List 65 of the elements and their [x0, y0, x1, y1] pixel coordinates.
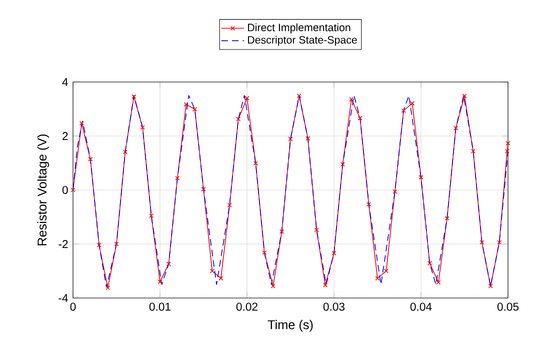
- x-tick-label: 0.01: [149, 302, 170, 311]
- point: [349, 97, 354, 102]
- point: [175, 176, 180, 180]
- point: [227, 202, 232, 208]
- legend-label: Descriptor State-Space: [248, 36, 357, 46]
- point: [296, 93, 302, 98]
- point: [410, 101, 415, 106]
- point: [418, 175, 424, 180]
- point: [201, 186, 206, 192]
- point: [96, 242, 102, 248]
- legend-label: Direct Implementation: [248, 23, 350, 34]
- point: [366, 202, 372, 207]
- point: [504, 148, 510, 154]
- point: [436, 280, 441, 285]
- point: [270, 284, 276, 288]
- point: [166, 262, 171, 266]
- point: [114, 242, 119, 246]
- point: [444, 216, 450, 221]
- point: [427, 260, 432, 266]
- point: [132, 94, 136, 99]
- x-tick-label: 0.05: [497, 302, 519, 311]
- x-tick-label: 0.02: [236, 302, 258, 311]
- point: [288, 136, 293, 142]
- y-axis-title: Resistor Voltage (V): [37, 134, 50, 246]
- point: [497, 240, 502, 245]
- point: [253, 160, 258, 166]
- point: [106, 285, 110, 290]
- y-tick-label: 2: [62, 132, 68, 140]
- x-axis-title: Time (s): [268, 320, 313, 332]
- x-tick-label: 0.03: [323, 302, 345, 311]
- y-tick-label: 4: [62, 78, 68, 86]
- point: [158, 280, 162, 284]
- point: [280, 229, 284, 234]
- point: [122, 150, 128, 154]
- point: [470, 148, 476, 154]
- point: [218, 276, 224, 281]
- x-tick-label: 0.04: [410, 302, 432, 311]
- point: [454, 126, 458, 130]
- point: [314, 228, 319, 232]
- point: [323, 282, 328, 288]
- point: [210, 268, 214, 274]
- point: [480, 240, 484, 245]
- point: [488, 284, 493, 288]
- y-tick-label: -4: [58, 294, 68, 302]
- point: [184, 102, 188, 107]
- y-tick-label: 0: [62, 186, 68, 194]
- point: [244, 96, 250, 100]
- point: [88, 156, 93, 162]
- point: [340, 162, 345, 167]
- point: [236, 116, 241, 122]
- point: [192, 106, 198, 112]
- point: [332, 250, 336, 256]
- point: [149, 213, 154, 218]
- point: [392, 189, 398, 194]
- point: [375, 276, 380, 281]
- point: [384, 268, 388, 274]
- y-tick-label: -2: [58, 240, 68, 248]
- point: [79, 121, 84, 126]
- point: [358, 116, 362, 120]
- point: [401, 108, 406, 113]
- point: [262, 250, 267, 255]
- point: [462, 94, 467, 98]
- x-tick-label: 0: [70, 302, 76, 311]
- point: [306, 136, 310, 141]
- point: [140, 125, 145, 130]
